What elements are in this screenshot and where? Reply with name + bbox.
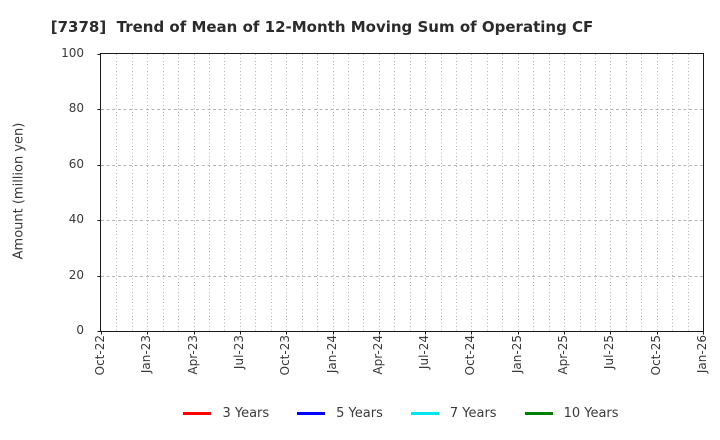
x-tick-label: Apr-24 bbox=[370, 335, 385, 375]
plot-area bbox=[97, 53, 704, 335]
y-tick-label: 60 bbox=[68, 156, 84, 171]
y-tick-label: 20 bbox=[68, 267, 84, 282]
x-tick-label: Oct-24 bbox=[463, 335, 478, 376]
x-tick-label: Jul-24 bbox=[417, 335, 432, 370]
legend-label-7-years: 7 Years bbox=[449, 405, 497, 421]
chart-title: [7378] Trend of Mean of 12-Month Moving … bbox=[50, 18, 594, 36]
x-tick-label: Jan-26 bbox=[695, 335, 709, 374]
x-tick-label: Apr-23 bbox=[185, 335, 200, 375]
x-tick-label: Jan-23 bbox=[139, 335, 154, 374]
legend-item-10-years: 10 Years bbox=[524, 405, 619, 421]
x-tick-label: Apr-25 bbox=[556, 335, 571, 375]
x-tick-label: Jul-23 bbox=[231, 335, 246, 370]
legend: 3 Years 5 Years 7 Years 10 Years bbox=[100, 404, 702, 422]
legend-item-5-years: 5 Years bbox=[297, 406, 383, 421]
x-tick-label: Jan-25 bbox=[509, 335, 524, 374]
x-tick-label: Jan-24 bbox=[324, 335, 339, 374]
legend-line-3-years bbox=[183, 411, 212, 415]
legend-label-5-years: 5 Years bbox=[336, 405, 383, 421]
legend-item-7-years: 7 Years bbox=[410, 405, 497, 421]
x-tick-label: Oct-23 bbox=[278, 335, 293, 376]
y-tick-label: 0 bbox=[76, 323, 84, 337]
legend-line-7-years bbox=[410, 411, 439, 415]
legend-item-3-years: 3 Years bbox=[183, 406, 269, 421]
legend-label-3-years: 3 Years bbox=[222, 405, 270, 421]
y-axis-label: Amount (million yen) bbox=[11, 122, 27, 260]
x-tick-label: Oct-25 bbox=[648, 335, 663, 376]
legend-label-10-years: 10 Years bbox=[563, 405, 619, 421]
y-tick-label: 80 bbox=[68, 101, 84, 116]
gridlines bbox=[97, 54, 704, 335]
x-tick-label: Jul-25 bbox=[602, 335, 617, 370]
x-tick-label: Oct-22 bbox=[93, 335, 107, 376]
y-tick-label: 100 bbox=[61, 46, 84, 60]
legend-line-5-years bbox=[297, 411, 326, 415]
legend-line-10-years bbox=[524, 411, 553, 415]
y-tick-label: 40 bbox=[68, 212, 84, 227]
